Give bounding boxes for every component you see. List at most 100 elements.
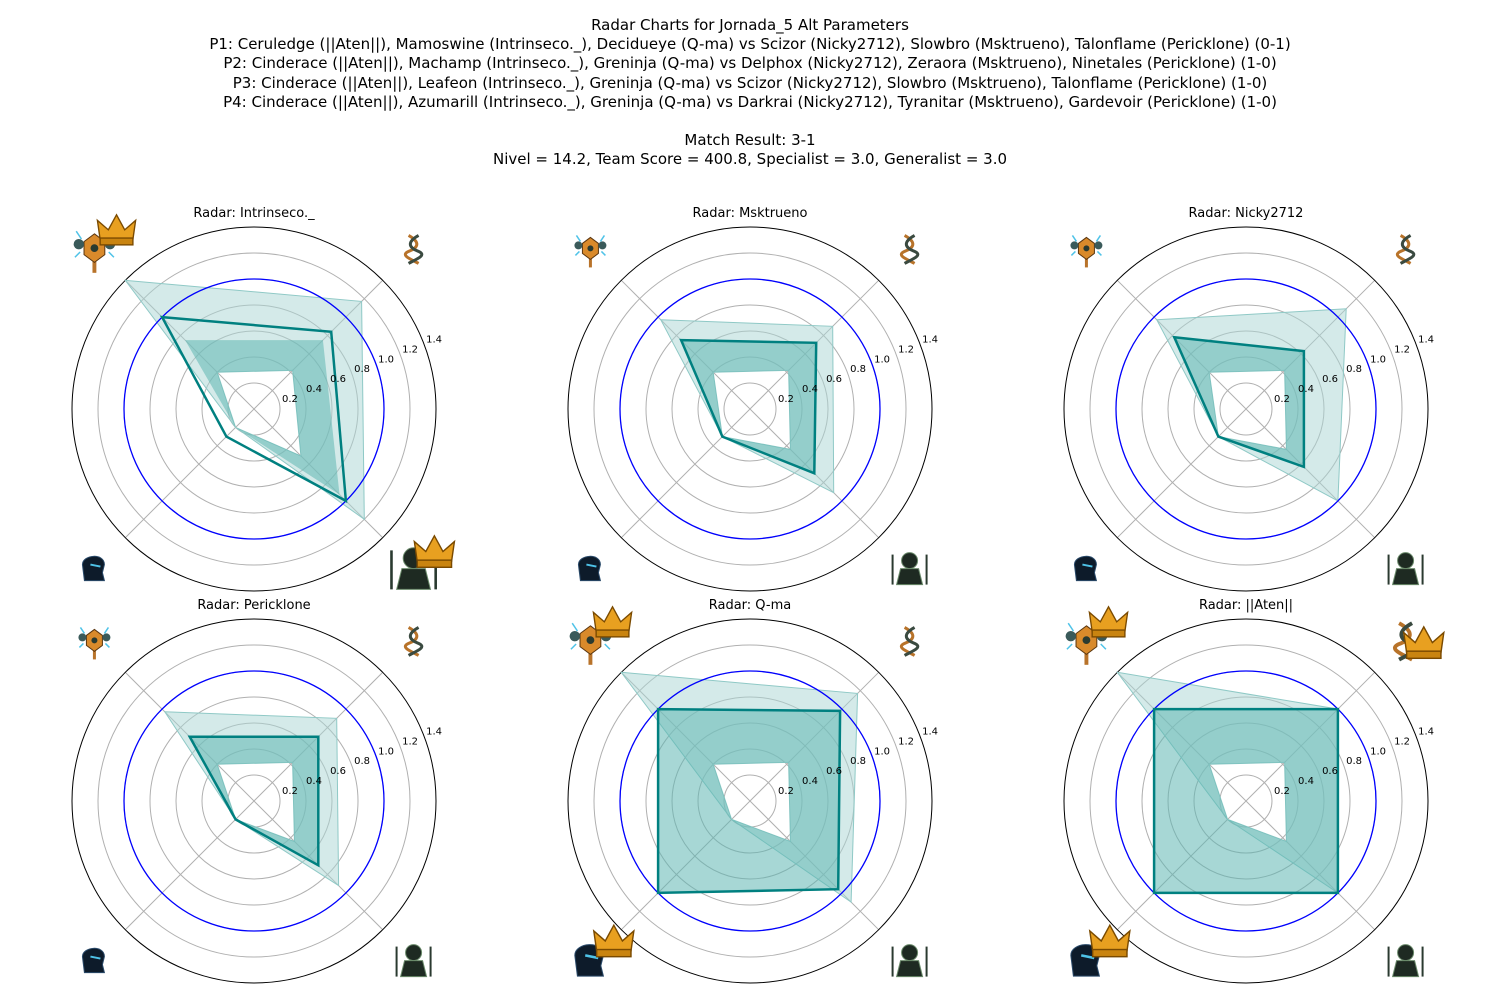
staff-crest-axis-icon-crown-body <box>592 605 633 633</box>
necromancer-axis-icon-crown-body <box>413 534 456 563</box>
radar-gridline-1 <box>723 382 777 436</box>
radar-inner-band <box>658 709 841 893</box>
staff-crest-axis-icon-crown-band <box>1091 629 1126 638</box>
radar-gridline-6 <box>97 252 411 566</box>
staff-crest-axis-icon <box>1065 605 1129 665</box>
radar-chart-3: 0.2 0.4 0.6 0.8 1.0 1.2 1.4 Radar: Nicky2712 <box>1063 206 1434 592</box>
staff-crest-axis-icon-orb-left <box>73 239 85 250</box>
radar-tick-label-7: 1.4 <box>426 334 442 345</box>
radar-chart-5: 0.2 0.4 0.6 0.8 1.0 1.2 1.4 Radar: Q-ma <box>567 598 938 984</box>
radar-tick-label-3: 0.6 <box>1322 766 1338 777</box>
figure-title: Radar Charts for Jornada_5 Alt Parameter… <box>591 16 909 34</box>
radar-gridline-6 <box>1089 644 1403 958</box>
hooded-head-axis-icon <box>574 923 635 977</box>
radar-title: Radar: Intrinseco._ <box>193 206 315 221</box>
dna-helix-axis-icon <box>899 234 920 265</box>
radar-tick-label-1: 0.2 <box>282 786 298 797</box>
hooded-head-axis-icon-hood <box>577 555 602 582</box>
radar-chart-4: 0.2 0.4 0.6 0.8 1.0 1.2 1.4 Radar: Pericklone <box>71 598 442 984</box>
radar-tick-label-7: 1.4 <box>426 726 442 737</box>
radar-reference-circle <box>1115 278 1377 540</box>
radar-tick-label-2: 0.4 <box>1298 776 1314 787</box>
hooded-head-axis-icon-eye-glow <box>1082 563 1093 568</box>
staff-crest-axis-icon-crown <box>1088 605 1129 638</box>
hooded-head-axis-icon <box>81 947 106 974</box>
staff-crest-axis-icon-orb-left <box>1065 631 1077 642</box>
necromancer-axis-icon <box>1387 944 1424 978</box>
figure-header: Radar Charts for Jornada_5 Alt Parameter… <box>0 16 1500 169</box>
radar-player-line <box>1172 335 1306 469</box>
radar-tick-label-4: 0.8 <box>1346 756 1362 767</box>
staff-crest-axis-icon-crown <box>592 605 633 638</box>
radar-gridline-6 <box>97 644 411 958</box>
staff-crest-axis-icon-sparks <box>78 627 110 648</box>
staff-crest-axis-icon <box>574 235 607 268</box>
radar-chart-1: 0.2 0.4 0.6 0.8 1.0 1.2 1.4 Radar: Intrinseco._ <box>71 206 456 592</box>
staff-crest-axis-icon-crown-body <box>96 213 137 241</box>
necromancer-axis-icon-head <box>901 944 919 962</box>
necromancer-axis-icon <box>1387 552 1424 586</box>
radar-tick-label-5: 1.0 <box>874 746 890 757</box>
necromancer-axis-icon-head <box>901 552 919 570</box>
hooded-head-axis-icon <box>81 555 106 582</box>
radar-tick-label-6: 1.2 <box>1394 736 1410 747</box>
radar-tick-label-6: 1.2 <box>898 736 914 747</box>
radar-tick-label-3: 0.6 <box>330 374 346 385</box>
radar-tick-label-6: 1.2 <box>898 344 914 355</box>
radar-frame <box>1063 226 1429 592</box>
hooded-head-axis-icon <box>577 555 602 582</box>
radar-tick-label-4: 0.8 <box>850 756 866 767</box>
radar-gridline-6 <box>593 644 907 958</box>
necromancer-axis-icon-robe <box>1391 960 1420 978</box>
staff-crest-axis-icon <box>1070 235 1103 268</box>
dna-helix-axis-icon <box>403 626 424 657</box>
radar-tick-label-7: 1.4 <box>922 334 938 345</box>
radar-player-line <box>187 735 320 868</box>
necromancer-axis-icon-robe <box>1391 568 1420 586</box>
radar-spoke-4 <box>124 800 255 931</box>
dna-helix-axis-icon-strand-a <box>403 234 420 265</box>
radar-frame <box>567 618 933 984</box>
radar-tick-label-7: 1.4 <box>1418 726 1434 737</box>
necromancer-axis-icon-head <box>1397 944 1415 962</box>
staff-crest-axis-icon-orb-left <box>1070 241 1079 250</box>
staff-crest-axis-icon-orb-right <box>102 633 111 642</box>
radar-inner-band <box>681 340 817 474</box>
staff-crest-axis-icon-gem <box>587 245 594 252</box>
dna-helix-axis-icon-strand-b <box>1399 234 1416 265</box>
matchup-p2: P2: Cinderace (||Aten||), Machamp (Intri… <box>223 54 1277 73</box>
hooded-head-axis-icon-eye-glow <box>586 563 597 568</box>
match-result: Match Result: 3-1 <box>684 131 816 150</box>
staff-crest-axis-icon <box>569 605 633 665</box>
radar-tick-label-3: 0.6 <box>1322 374 1338 385</box>
radar-reference-circle <box>619 670 881 932</box>
radar-tick-label-1: 0.2 <box>1274 786 1290 797</box>
radar-tick-label-2: 0.4 <box>1298 384 1314 395</box>
hooded-head-axis-icon-crown <box>1088 923 1131 958</box>
radar-title: Radar: Q-ma <box>709 598 791 613</box>
necromancer-axis-icon-crown-band <box>416 559 453 568</box>
radar-tick-label-1: 0.2 <box>778 394 794 405</box>
match-stats: Nivel = 14.2, Team Score = 400.8, Specia… <box>492 150 1008 169</box>
radar-player-line <box>656 707 842 895</box>
radar-chart-6: 0.2 0.4 0.6 0.8 1.0 1.2 1.4 Radar: ||Aten|| <box>1063 598 1445 984</box>
matchup-p4: P4: Cinderace (||Aten||), Azumarill (Int… <box>223 92 1277 111</box>
hooded-head-axis-icon-eye-glow <box>1080 954 1095 960</box>
radar-gridline-6 <box>593 252 907 566</box>
radar-tick-label-4: 0.8 <box>354 756 370 767</box>
dna-helix-axis-icon-strand-b <box>407 234 424 265</box>
radar-frame <box>71 618 437 984</box>
dna-helix-axis-icon <box>403 234 424 265</box>
dna-helix-axis-icon-strand-a <box>1392 621 1414 662</box>
dna-helix-axis-icon-crown <box>1402 625 1445 660</box>
radar-inner-band <box>1174 337 1304 467</box>
radar-player-line <box>1152 707 1340 895</box>
radar-tick-label-3: 0.6 <box>330 766 346 777</box>
radar-title: Radar: Nicky2712 <box>1189 206 1304 221</box>
radar-tick-label-5: 1.0 <box>378 354 394 365</box>
radar-tick-label-3: 0.6 <box>826 766 842 777</box>
necromancer-axis-icon-head <box>1397 552 1415 570</box>
staff-crest-axis-icon-orb-right <box>598 241 607 250</box>
staff-crest-axis-icon <box>73 213 137 273</box>
hooded-head-axis-icon-crown <box>592 923 635 958</box>
